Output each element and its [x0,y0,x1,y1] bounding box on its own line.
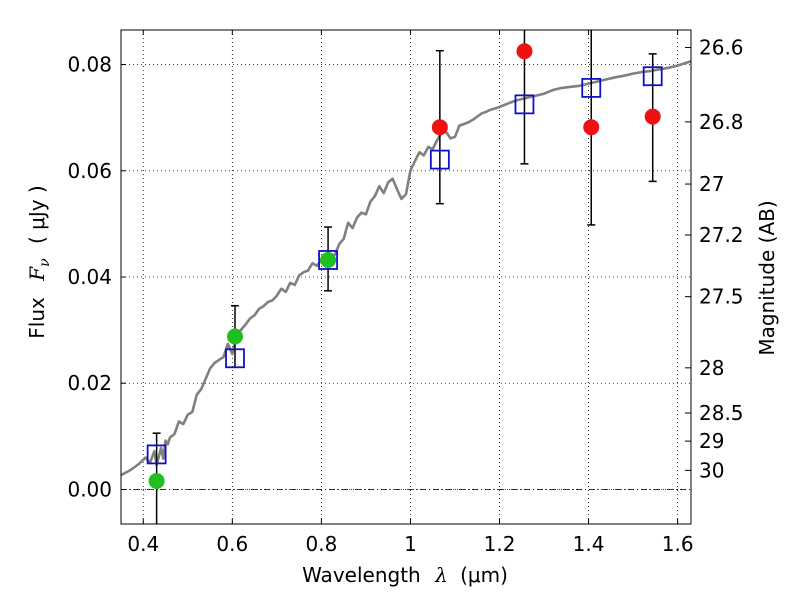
data-point [227,328,243,345]
magnitude-tick-label: 28.5 [699,401,744,425]
x-tick-label: 0.4 [127,532,159,556]
x-tick-label: 0.8 [305,532,337,556]
grid [121,30,691,524]
x-tick-label: 1 [404,532,417,556]
x-tick-label: 1.2 [484,532,516,556]
x-tick-label: 1.6 [662,532,694,556]
model-photometry-square [514,94,535,115]
plot-area [120,30,692,524]
x-tick-label: 0.6 [216,532,248,556]
error-bar [431,49,448,205]
model-spectrum-line [120,60,692,477]
model-photometry-square [146,444,167,465]
model-photometry-square [225,348,245,369]
magnitude-tick-label: 29 [699,429,724,453]
y-axis-label: Flux Fν ( μJy ) [25,185,54,338]
y-tick-label: 0.06 [67,159,112,183]
magnitude-tick-label: 27.5 [699,285,744,309]
magnitude-tick-label: 28 [699,356,724,380]
axis-ticks: 0.4 0.6 0.8 1 1.2 1.4 1.6 0.00 0.02 0.04 0.06 0.08 2… [67,30,744,556]
magnitude-tick-label: 27.2 [699,223,744,247]
y-tick-label: 0.04 [67,265,112,289]
model-photometry-square [318,250,338,270]
x-axis-label: Wavelength λ (μm) [302,563,508,587]
y-tick-label: 0.02 [67,371,112,395]
model-photometry-square [581,77,602,98]
magnitude-tick-label: 30 [699,458,724,482]
data-point [516,43,533,60]
error-bar [644,53,661,183]
magnitude-tick-label: 26.6 [699,36,744,60]
data-point [431,119,448,136]
data-point [644,108,661,125]
magnitude-tick-label: 26.8 [699,110,744,134]
data-point [583,119,600,136]
data-point [320,252,337,269]
x-tick-label: 1.4 [573,532,605,556]
y-tick-label: 0.08 [67,53,112,77]
magnitude-tick-label: 27 [699,172,724,196]
right-axis-label: Magnitude (AB) [755,200,779,355]
error-bar [320,226,337,292]
data-point [148,472,165,489]
error-bar [516,30,533,165]
error-bar [148,432,165,524]
y-tick-label: 0.00 [67,477,112,501]
model-photometry-square [642,66,663,87]
model-photometry-square [429,149,450,170]
error-bar [583,30,600,226]
